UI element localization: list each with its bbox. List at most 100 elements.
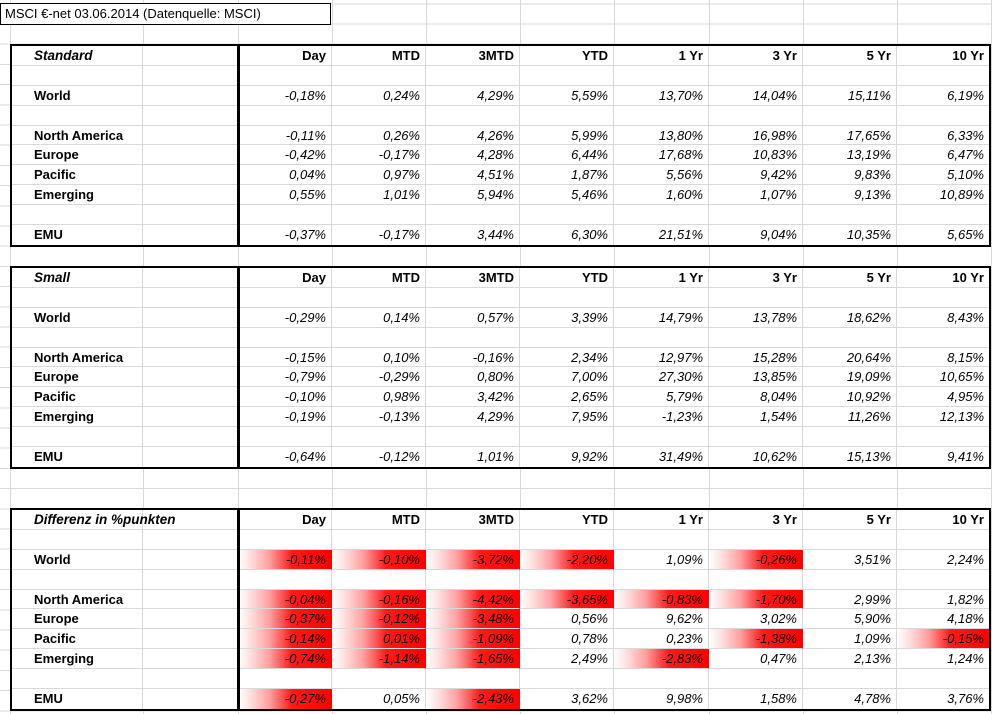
value-cell-highlighted[interactable]: -0,74% — [238, 649, 332, 670]
value-cell-highlighted[interactable]: -0,10% — [332, 549, 426, 570]
value-cell[interactable]: -0,29% — [238, 307, 332, 328]
column-header[interactable]: YTD — [520, 268, 614, 288]
value-cell[interactable]: 2,34% — [520, 347, 614, 368]
value-cell[interactable]: 5,10% — [897, 165, 989, 186]
value-cell[interactable]: 1,60% — [614, 185, 709, 206]
value-cell-highlighted[interactable]: -1,14% — [332, 649, 426, 670]
value-cell[interactable]: -0,10% — [238, 387, 332, 408]
value-cell-highlighted[interactable]: -2,83% — [614, 649, 709, 670]
value-cell[interactable]: 11,26% — [803, 407, 897, 428]
value-cell[interactable]: -0,12% — [332, 447, 426, 467]
value-cell[interactable]: 4,78% — [803, 689, 897, 709]
column-header[interactable]: Day — [238, 510, 332, 530]
value-cell[interactable]: -0,42% — [238, 145, 332, 166]
value-cell[interactable]: -0,29% — [332, 367, 426, 388]
empty-cell[interactable] — [238, 669, 332, 690]
row-label[interactable]: World — [12, 549, 143, 570]
row-label[interactable]: Europe — [12, 609, 143, 630]
empty-cell[interactable] — [238, 205, 332, 226]
value-cell[interactable]: 0,56% — [520, 609, 614, 630]
value-cell[interactable]: 3,39% — [520, 307, 614, 328]
empty-cell[interactable] — [614, 287, 709, 308]
empty-cell[interactable] — [426, 327, 520, 348]
empty-cell[interactable] — [897, 570, 989, 590]
empty-cell[interactable] — [803, 569, 897, 590]
row-label[interactable]: North America — [12, 589, 143, 610]
empty-cell[interactable] — [520, 569, 614, 590]
value-cell-highlighted[interactable]: -2,20% — [520, 549, 614, 570]
empty-cell[interactable] — [238, 529, 332, 550]
empty-cell[interactable] — [520, 529, 614, 550]
empty-cell[interactable] — [897, 328, 989, 348]
value-cell[interactable]: 0,23% — [614, 629, 709, 650]
value-cell-highlighted[interactable]: -1,65% — [426, 649, 520, 670]
empty-cell[interactable] — [332, 569, 426, 590]
value-cell[interactable]: 5,59% — [520, 85, 614, 106]
value-cell[interactable]: 1,58% — [709, 689, 803, 709]
empty-cell[interactable] — [614, 427, 709, 448]
empty-cell[interactable] — [12, 327, 143, 348]
section-title[interactable]: Small — [12, 268, 143, 288]
row-label[interactable]: Emerging — [12, 407, 143, 428]
value-cell-highlighted[interactable]: -1,09% — [426, 629, 520, 650]
empty-cell[interactable] — [803, 327, 897, 348]
value-cell[interactable]: 2,99% — [803, 589, 897, 610]
value-cell[interactable]: 6,33% — [897, 126, 989, 146]
value-cell[interactable]: 0,05% — [332, 689, 426, 709]
empty-cell[interactable] — [143, 569, 238, 590]
value-cell[interactable]: 10,35% — [803, 225, 897, 245]
empty-cell[interactable] — [143, 529, 238, 550]
column-header[interactable]: 3 Yr — [709, 268, 803, 288]
value-cell[interactable]: 13,19% — [803, 145, 897, 166]
value-cell[interactable]: 8,04% — [709, 387, 803, 408]
value-cell-highlighted[interactable]: -0,26% — [709, 549, 803, 570]
empty-cell[interactable] — [143, 46, 238, 66]
value-cell[interactable]: 5,99% — [520, 125, 614, 146]
empty-cell[interactable] — [12, 287, 143, 308]
empty-cell[interactable] — [143, 125, 238, 146]
empty-cell[interactable] — [143, 387, 238, 408]
value-cell[interactable]: 2,65% — [520, 387, 614, 408]
section-title[interactable]: Differenz in %punkten — [12, 510, 176, 530]
value-cell[interactable]: 3,42% — [426, 387, 520, 408]
section-title[interactable]: Standard — [12, 46, 143, 66]
row-label[interactable]: Europe — [12, 367, 143, 388]
value-cell[interactable]: 2,24% — [897, 550, 989, 570]
value-cell[interactable]: 9,42% — [709, 165, 803, 186]
empty-cell[interactable] — [143, 589, 238, 610]
column-header[interactable]: 5 Yr — [803, 46, 897, 66]
value-cell-highlighted[interactable]: -0,16% — [332, 589, 426, 610]
row-label[interactable]: Emerging — [12, 185, 143, 206]
value-cell[interactable]: 1,09% — [803, 629, 897, 650]
value-cell[interactable]: 7,00% — [520, 367, 614, 388]
empty-cell[interactable] — [426, 205, 520, 226]
empty-cell[interactable] — [803, 427, 897, 448]
row-label[interactable]: EMU — [12, 689, 143, 709]
column-header[interactable]: 10 Yr — [897, 510, 989, 530]
empty-cell[interactable] — [897, 106, 989, 126]
value-cell[interactable]: 5,56% — [614, 165, 709, 186]
empty-cell[interactable] — [12, 569, 143, 590]
column-header[interactable]: 3 Yr — [709, 46, 803, 66]
row-label[interactable]: North America — [12, 347, 143, 368]
value-cell-highlighted[interactable]: -0,83% — [614, 589, 709, 610]
value-cell[interactable]: 0,57% — [426, 307, 520, 328]
sheet-title-cell[interactable]: MSCI €-net 03.06.2014 (Datenquelle: MSCI… — [0, 3, 331, 25]
value-cell[interactable]: 10,92% — [803, 387, 897, 408]
value-cell[interactable]: 4,26% — [426, 125, 520, 146]
empty-cell[interactable] — [238, 287, 332, 308]
value-cell[interactable]: 5,90% — [803, 609, 897, 630]
column-header[interactable]: Day — [238, 46, 332, 66]
value-cell[interactable]: 15,13% — [803, 447, 897, 467]
value-cell[interactable]: 14,04% — [709, 85, 803, 106]
value-cell[interactable]: 13,70% — [614, 85, 709, 106]
value-cell[interactable]: 3,02% — [709, 609, 803, 630]
value-cell[interactable]: 21,51% — [614, 225, 709, 245]
value-cell-highlighted[interactable]: -0,12% — [332, 609, 426, 630]
value-cell[interactable]: -0,64% — [238, 447, 332, 467]
column-header[interactable]: Day — [238, 268, 332, 288]
empty-cell[interactable] — [426, 427, 520, 448]
value-cell-highlighted[interactable]: -2,43% — [426, 689, 520, 709]
value-cell[interactable]: 8,15% — [897, 348, 989, 368]
empty-cell[interactable] — [520, 287, 614, 308]
